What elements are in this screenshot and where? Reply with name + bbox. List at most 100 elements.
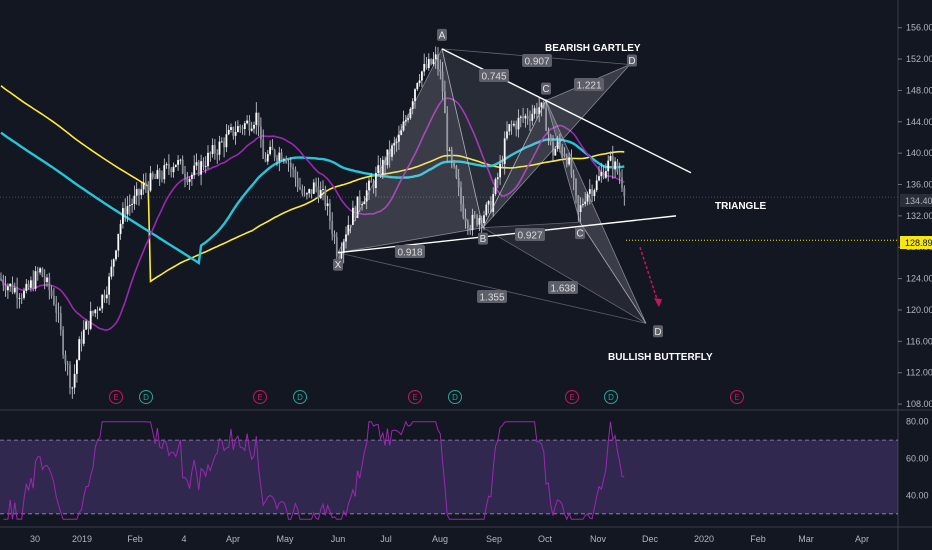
candle-body [126,206,129,215]
candle-body [147,185,150,191]
candle-body [209,152,212,154]
candle-body [552,141,554,156]
candle-body [306,193,308,195]
candle-body [598,176,600,181]
candle-body [214,145,216,154]
candle-body [471,214,474,231]
candle-body [255,112,258,125]
point-d1-label-bg [627,54,637,67]
candle-body [135,189,138,196]
candle-body [0,278,2,280]
price-tick-label: 108.00 [906,399,932,409]
candle-body [289,162,292,168]
candle-body [423,64,426,72]
candle-body [450,149,453,161]
candle-body [609,155,612,161]
price-tick-label: 120.00 [906,305,932,315]
event-marker [604,390,618,404]
candle-body [211,145,214,154]
candle-body [278,152,281,161]
candle-body [96,309,99,311]
current-price-text: 134.40 [905,196,932,206]
candle-body [18,297,21,299]
candle-body [82,329,85,344]
candle-body [526,115,529,120]
candle-body [411,101,414,109]
candle-body [393,142,396,146]
candle-body [85,321,87,330]
candle-body [588,189,591,194]
candle-body [9,283,12,287]
projection-arrowhead [654,298,662,308]
event-marker [408,390,422,404]
candle-body [400,130,403,135]
time-axis[interactable]: 30 2019 Feb 4 Apr May Jun Jul Aug Sep Oct Nov Dec 202… [30,534,869,544]
candle-body [13,287,16,293]
candle-body [57,312,60,314]
candle-body [151,173,154,178]
candle-body [584,201,587,205]
candle-body [319,189,322,199]
ratio-0927: 0.927 [517,231,542,242]
time-tick-label: 4 [181,534,186,544]
time-tick-label: Feb [750,534,766,544]
candle-body [184,173,186,178]
candle-body [276,157,278,161]
candle-body [517,117,520,130]
candle-body [329,203,331,221]
candle-body [418,80,421,84]
harmonic-patterns[interactable]: X A B C D C D 0.745 1.221 0.907 0.918 0.927 1.355 1.6… [333,28,692,338]
point-a-label-bg [437,28,447,41]
triangle-lower-line [337,215,677,254]
candle-body [347,224,350,235]
event-marker-label: E [734,393,739,402]
candle-body [386,149,389,166]
candle-body [27,283,30,288]
candle-body [170,168,173,173]
candle-body [269,146,271,155]
candle-body [381,159,384,175]
candle-body [43,276,46,283]
candle-body [352,207,354,225]
ratio-1355: 1.355 [479,293,504,304]
candle-body [561,146,564,155]
candle-body [62,329,64,355]
ratio-0745-bg [479,69,509,82]
price-axis[interactable]: 108.00112.00116.00120.00124.00128.00132.… [898,23,932,409]
candle-body [105,294,108,299]
candle-body [285,159,288,163]
candle-body [492,194,495,212]
candle-body [89,311,92,329]
price-tick-label: 156.00 [906,23,932,33]
candle-body [115,250,117,260]
rsi-pane[interactable]: 40.00 60.00 80.00 [0,417,929,521]
candle-body [2,279,5,286]
price-tick-label: 112.00 [906,368,932,378]
candle-body [331,220,334,235]
price-tick-label: 140.00 [906,148,932,158]
candle-body [262,139,265,159]
gartley-title: BEARISH GARTLEY [545,43,641,54]
candle-body [469,228,472,231]
point-c-label-bg [541,82,551,95]
candle-body [202,161,205,167]
candle-body [253,124,255,129]
candle-body [494,179,497,195]
ratio-1638-bg [548,281,578,294]
candle-body [310,189,313,194]
time-tick-label: Sep [486,534,502,544]
candle-body [41,268,44,277]
candle-body [605,171,607,178]
candle-body [280,152,283,161]
candle-body [239,126,242,128]
candle-body [48,277,51,291]
candle-body [112,259,115,267]
event-marker [139,390,153,404]
candle-body [299,187,301,190]
candle-body [142,182,145,190]
point-d2-label-bg [653,325,663,338]
